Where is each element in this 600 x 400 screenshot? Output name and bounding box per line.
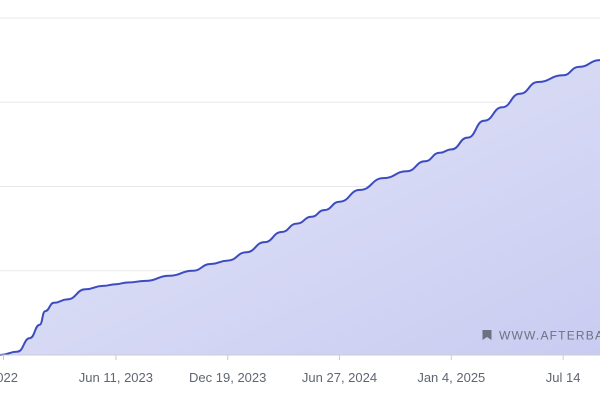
x-tick-label-5: Jul 14 [546, 370, 581, 385]
x-axis-ticks: 2022 Jun 11, 2023 Dec 19, 2023 Jun 27, 2024… [0, 355, 580, 385]
area-fill [0, 60, 600, 355]
bookmark-icon [482, 330, 492, 340]
series-line [0, 59, 600, 356]
watermark: WWW.AFTERBAB [482, 329, 600, 343]
x-tick-label-3: Jun 27, 2024 [302, 370, 377, 385]
x-tick-label-1: Jun 11, 2023 [79, 370, 153, 385]
watermark-text: WWW.AFTERBAB [499, 329, 600, 343]
x-tick-label-2: Dec 19, 2023 [189, 370, 266, 385]
x-tick-label-4: Jan 4, 2025 [417, 370, 485, 385]
x-tick-label-0: 2022 [0, 370, 18, 385]
